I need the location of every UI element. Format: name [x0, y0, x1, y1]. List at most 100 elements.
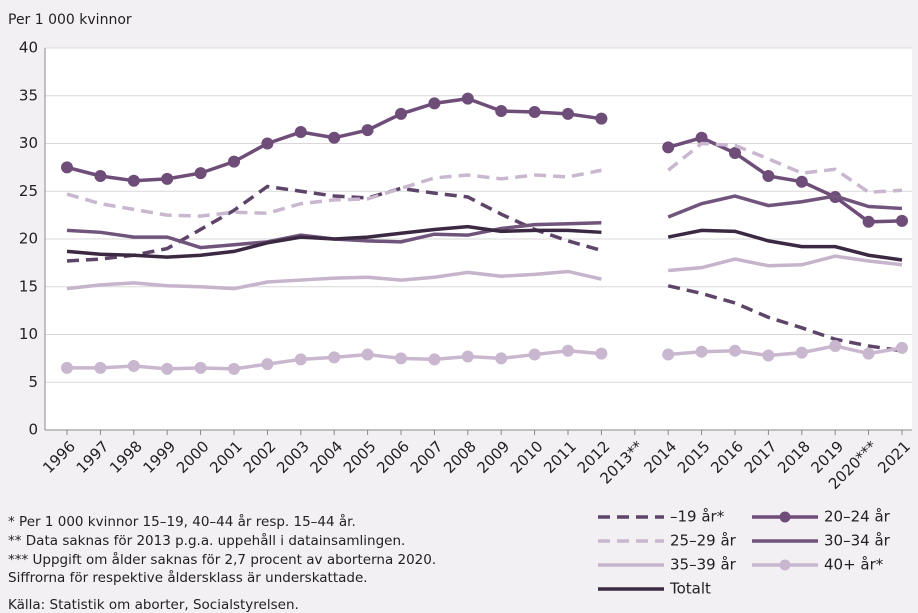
x-tick-label: 2014: [640, 437, 680, 477]
x-tick-label: 1999: [139, 437, 179, 477]
point: [461, 350, 474, 363]
point: [261, 358, 274, 371]
y-tick-label: 25: [19, 182, 38, 200]
series-line: [66, 224, 903, 262]
y-tick-label: 30: [19, 134, 38, 152]
point: [261, 137, 274, 150]
note: Siffrorna för respektive åldersklass är …: [8, 569, 368, 586]
point: [495, 352, 508, 365]
point: [562, 344, 574, 357]
point: [461, 92, 474, 105]
x-tick-label: 2003: [273, 437, 313, 477]
point: [762, 349, 775, 362]
x-tick-label: 2018: [774, 437, 814, 477]
point: [194, 167, 207, 180]
legend-label: 30–34 år: [824, 532, 891, 550]
x-tick-label: 1996: [39, 437, 79, 477]
x-tick-label: 2004: [306, 437, 346, 477]
point: [328, 131, 341, 144]
legend-label: Totalt: [669, 580, 711, 598]
legend-label: 25–29 år: [670, 532, 737, 550]
note: ** Data saknas för 2013 p.g.a. uppehåll …: [8, 532, 405, 549]
point: [194, 361, 207, 374]
legend-label: –19 år*: [670, 508, 725, 526]
y-tick-label: 0: [28, 421, 38, 439]
point: [294, 126, 307, 139]
y-tick-label: 40: [19, 39, 38, 57]
point: [862, 347, 875, 360]
point: [428, 353, 441, 366]
point: [228, 362, 240, 375]
x-tick-label: 2002: [240, 437, 280, 477]
x-tick-label: 2011: [540, 437, 580, 477]
legend-marker: [779, 511, 791, 523]
point: [562, 107, 574, 120]
point: [94, 169, 107, 182]
point: [662, 348, 675, 361]
point: [328, 351, 341, 364]
legend-label: 40+ år*: [824, 556, 884, 574]
point: [294, 353, 307, 366]
x-tick-label: 2016: [707, 437, 747, 477]
y-axis-label: Per 1 000 kvinnor: [8, 12, 132, 28]
x-tick-label: 2008: [440, 437, 480, 477]
x-tick-label: 2010: [507, 437, 547, 477]
legend-label: 20–24 år: [824, 508, 891, 526]
point: [228, 155, 240, 168]
x-tick-label: 1997: [73, 437, 113, 477]
x-tick-label: 2001: [206, 437, 246, 477]
point: [695, 345, 708, 358]
x-tick-label: 2021: [874, 437, 914, 477]
x-tick-label: 2000: [173, 437, 213, 477]
y-tick-label: 5: [28, 373, 38, 391]
point: [161, 172, 174, 185]
point: [94, 361, 107, 374]
series-line: [66, 254, 903, 291]
point: [795, 346, 808, 359]
legend-label: 35–39 år: [670, 556, 737, 574]
y-tick-label: 35: [19, 86, 38, 104]
point: [862, 215, 875, 228]
x-tick-label: 2007: [407, 437, 447, 477]
y-tick-label: 20: [19, 230, 38, 248]
point: [528, 348, 541, 361]
legend-marker: [779, 559, 791, 571]
point: [729, 344, 741, 357]
point: [127, 360, 140, 373]
note: * Per 1 000 kvinnor 15–19, 40–44 år resp…: [8, 513, 356, 530]
point: [528, 105, 541, 118]
x-tick-label: 2006: [373, 437, 413, 477]
point: [395, 352, 407, 365]
series-line: [66, 141, 903, 218]
point: [729, 147, 741, 160]
point: [361, 124, 374, 137]
point: [428, 97, 441, 110]
source: Källa: Statistik om aborter, Socialstyre…: [8, 597, 299, 613]
point: [662, 141, 675, 154]
point: [795, 175, 808, 188]
point: [829, 339, 842, 352]
point: [896, 214, 908, 227]
point: [161, 362, 174, 375]
point: [495, 105, 508, 118]
series-line: [66, 184, 903, 353]
point: [61, 361, 73, 374]
x-tick-label: 1998: [106, 437, 146, 477]
point: [896, 341, 908, 354]
x-tick-label: 2009: [473, 437, 513, 477]
point: [395, 107, 407, 120]
y-tick-label: 10: [19, 325, 38, 343]
x-tick-label: 2015: [674, 437, 714, 477]
point: [127, 174, 140, 187]
note: *** Uppgift om ålder saknas för 2,7 proc…: [8, 551, 436, 568]
point: [762, 169, 775, 182]
x-tick-label: 2005: [340, 437, 380, 477]
point: [61, 161, 73, 174]
x-tick-label: 2017: [741, 437, 781, 477]
point: [695, 131, 708, 144]
y-tick-label: 15: [19, 277, 38, 295]
point: [595, 112, 608, 125]
point: [361, 348, 374, 361]
point: [595, 347, 608, 360]
